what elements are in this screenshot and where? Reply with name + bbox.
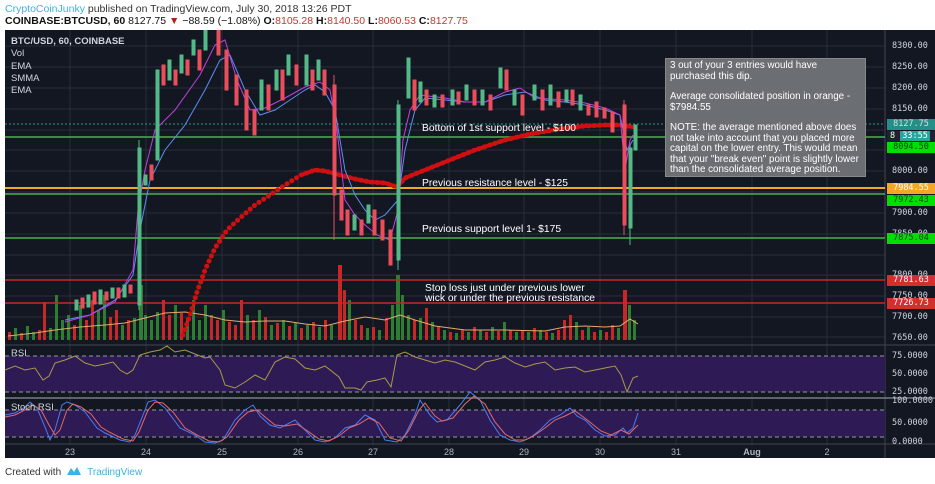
annotation-resistance: Previous resistance level - $125 — [422, 178, 568, 189]
symbol-info: COINBASE:BTCUSD, 60 8127.75 ▼ −88.59 (−1… — [5, 15, 468, 27]
countdown-tag: 8 33:55 — [887, 131, 935, 142]
price-tick: 7900.00 — [892, 208, 928, 218]
price-tick: 7750.00 — [892, 291, 928, 301]
note-disclaimer: NOTE: the average mentioned above does n… — [670, 122, 859, 175]
level-tag-green-3: 7875.04 — [887, 233, 935, 244]
note-entries: 3 out of your 3 entries would have purch… — [670, 60, 818, 82]
price-tick: 8150.00 — [892, 104, 928, 114]
publish-info: CryptoCoinJunky published on TradingView… — [5, 3, 352, 15]
rsi-tick: 50.0000 — [892, 369, 928, 379]
date-tick: 30 — [594, 447, 606, 457]
price-tick: 7650.00 — [892, 333, 928, 343]
triangle-down-icon: ▼ — [169, 15, 180, 27]
tradingview-link[interactable]: TradingView — [87, 467, 143, 478]
legend-vol[interactable]: Vol — [11, 48, 25, 60]
legend-ema-1[interactable]: EMA — [11, 60, 32, 72]
rsi-pane-label[interactable]: RSI — [11, 348, 27, 359]
tradingview-logo-icon[interactable] — [66, 466, 82, 479]
annotation-stop-loss-1: Stop loss just under previous lower — [425, 283, 585, 294]
level-tag-red-1: 7781.63 — [887, 275, 935, 286]
legend-ema-2[interactable]: EMA — [11, 85, 32, 97]
open-value: 8105.28 — [275, 15, 314, 27]
high-value: 8140.50 — [327, 15, 366, 27]
level-tag-green-2: 7972.43 — [887, 195, 935, 206]
low-value: 8060.53 — [377, 15, 416, 27]
level-tag-green-1: 8094.50 — [887, 142, 935, 153]
annotation-stop-loss-2: wick or under the previous resistance — [425, 293, 595, 304]
close-value: 8127.75 — [429, 15, 468, 27]
last-price-tag: 8127.75 — [887, 119, 935, 130]
stoch-tick: 50.0000 — [892, 418, 928, 428]
date-tick: 28 — [443, 447, 455, 457]
stoch-rsi-pane-label[interactable]: Stoch RSI — [11, 402, 54, 413]
rsi-tick: 25.0000 — [892, 387, 928, 397]
chart-drawing — [5, 30, 935, 458]
rsi-tick: 75.0000 — [892, 351, 928, 361]
legend-title: BTC/USD, 60, COINBASE — [11, 36, 125, 47]
date-tick: 23 — [64, 447, 76, 457]
stoch-tick: 100.0000 — [892, 396, 933, 406]
footer: Created with TradingView — [5, 466, 142, 479]
date-tick: 24 — [140, 447, 152, 457]
annotation-support-prev: Previous support level 1- $175 — [422, 224, 562, 235]
published-text: published on TradingView.com, July 30, 2… — [87, 3, 352, 15]
annotation-support1: Bottom of 1st support level - $100 — [422, 123, 576, 134]
date-tick: 25 — [216, 447, 228, 457]
price-tick: 8300.00 — [892, 41, 928, 51]
level-tag-orange: 7984.55 — [887, 183, 935, 194]
date-tick: 26 — [292, 447, 304, 457]
last-price: 8127.75 — [128, 15, 167, 27]
price-tick: 8250.00 — [892, 62, 928, 72]
price-tick: 8200.00 — [892, 83, 928, 93]
date-tick: 29 — [518, 447, 530, 457]
date-tick: 27 — [367, 447, 379, 457]
date-tick: 31 — [670, 447, 682, 457]
note-average: Average consolidated position in orange … — [670, 91, 851, 113]
low-label: L: — [368, 15, 378, 27]
note-callout: 3 out of your 3 entries would have purch… — [665, 58, 866, 177]
price-change: −88.59 (−1.08%) — [182, 15, 261, 27]
symbol-label: COINBASE:BTCUSD, 60 — [5, 15, 126, 27]
date-tick: Aug — [743, 447, 761, 457]
legend-smma[interactable]: SMMA — [11, 72, 40, 84]
level-tag-red-2: 7726.73 — [887, 298, 935, 309]
bar-countdown: 33:55 — [900, 131, 930, 141]
stoch-tick: 0.0000 — [892, 437, 923, 447]
author-link[interactable]: CryptoCoinJunky — [5, 3, 85, 15]
price-tick: 8000.00 — [892, 166, 928, 176]
countdown-prefix: 8 — [890, 131, 896, 141]
chart-canvas[interactable]: BTC/USD, 60, COINBASE Vol EMA SMMA EMA R… — [5, 30, 935, 458]
open-label: O: — [263, 15, 276, 27]
close-label: C: — [418, 15, 430, 27]
chart-legend: BTC/USD, 60, COINBASE Vol EMA SMMA EMA — [11, 36, 125, 97]
high-label: H: — [316, 15, 328, 27]
created-with-label: Created with — [5, 467, 62, 478]
date-tick: 2 — [824, 447, 830, 457]
price-tick: 7700.00 — [892, 312, 928, 322]
